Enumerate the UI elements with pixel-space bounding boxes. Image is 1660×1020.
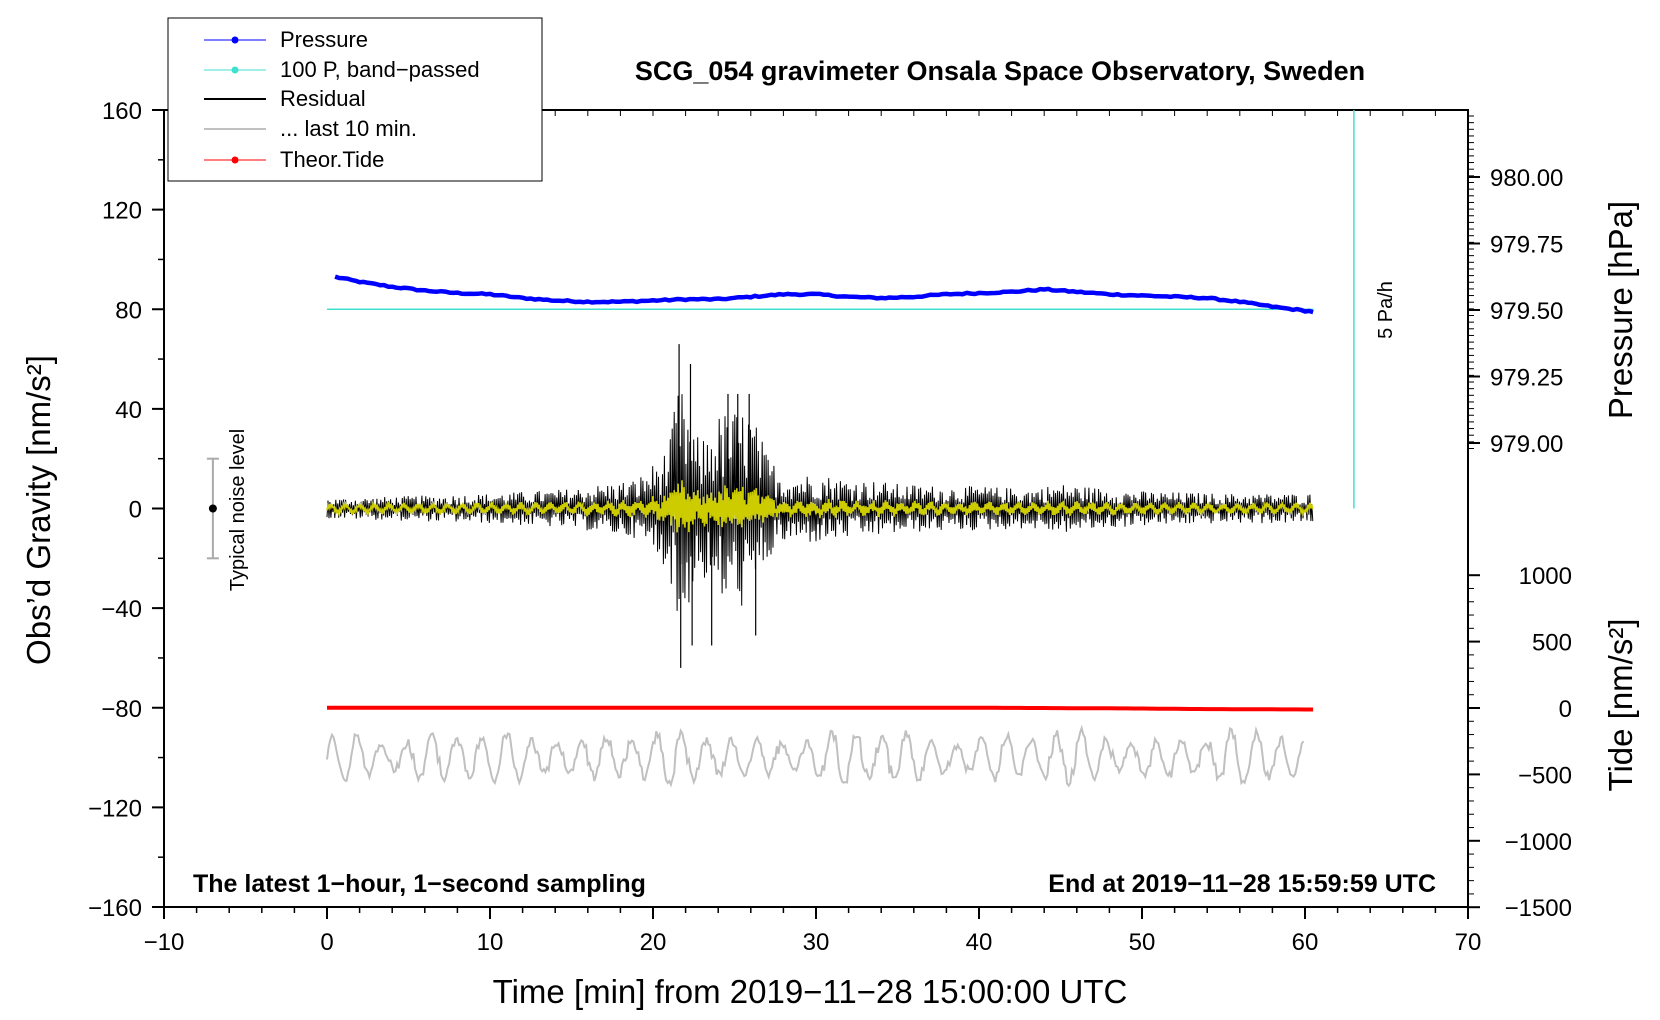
series-residual-filtered [326, 480, 1314, 533]
chart-title: SCG_054 gravimeter Onsala Space Observat… [635, 56, 1365, 86]
y-tick-label: 80 [115, 297, 142, 324]
legend-residual: Residual [280, 86, 366, 111]
rate-label: 5 Pa/h [1375, 281, 1397, 339]
y-tick-label: 160 [102, 98, 142, 125]
noise-level-point [208, 504, 217, 513]
noise-level-label: Typical noise level [227, 429, 249, 591]
y-axis-label-pressure: Pressure [hPa] [1602, 201, 1639, 419]
sampling-annotation: The latest 1−hour, 1−second sampling [193, 870, 646, 898]
tide-tick-label: 1000 [1519, 563, 1572, 590]
x-tick-label: 20 [640, 929, 667, 956]
series-last-10-min [326, 724, 1305, 788]
pressure-tick-label: 979.50 [1490, 298, 1563, 325]
y-tick-label: −120 [88, 795, 142, 822]
x-tick-label: 70 [1455, 929, 1482, 956]
tide-tick-label: −1000 [1505, 829, 1572, 856]
legend-marker-pressure [231, 36, 239, 44]
y-tick-label: 120 [102, 198, 142, 225]
x-tick-label: 30 [803, 929, 830, 956]
pressure-tick-label: 979.75 [1490, 232, 1563, 259]
x-tick-label: 40 [966, 929, 993, 956]
series-pressure [334, 274, 1314, 315]
y-axis-label-left: Obs’d Gravity [nm/s²] [20, 355, 57, 665]
tide-tick-label: 0 [1559, 696, 1572, 723]
tide-tick-label: −1500 [1505, 895, 1572, 922]
legend-pressure: Pressure [280, 27, 368, 52]
series-theor-tide [327, 705, 1314, 712]
legend-box [167, 17, 543, 182]
x-tick-label: −10 [144, 929, 185, 956]
x-tick-label: 10 [477, 929, 504, 956]
y-tick-label: −160 [88, 895, 142, 922]
x-axis-label: Time [min] from 2019−11−28 15:00:00 UTC [493, 973, 1128, 1010]
x-tick-label: 50 [1129, 929, 1156, 956]
tide-tick-label: 500 [1532, 630, 1572, 657]
pressure-tick-label: 980.00 [1490, 165, 1563, 192]
y-tick-label: 40 [115, 397, 142, 424]
x-tick-label: 0 [320, 929, 333, 956]
y-tick-label: 0 [129, 497, 142, 524]
y-axis-label-tide: Tide [nm/s²] [1602, 619, 1639, 792]
legend-marker-band-passed [231, 66, 239, 74]
pressure-tick-label: 979.25 [1490, 365, 1563, 392]
y-tick-label: −40 [101, 596, 142, 623]
legend-marker-tide [231, 156, 239, 164]
legend-tide: Theor.Tide [280, 147, 384, 172]
x-tick-label: 60 [1292, 929, 1319, 956]
series-residual [326, 394, 1314, 611]
legend-band-passed: 100 P, band−passed [280, 57, 480, 82]
tide-tick-label: −500 [1518, 762, 1572, 789]
legend: Pressure 100 P, band−passed Residual ...… [167, 17, 543, 182]
y-tick-label: −80 [101, 696, 142, 723]
end-time-annotation: End at 2019−11−28 15:59:59 UTC [1048, 870, 1436, 898]
pressure-tick-label: 979.00 [1490, 431, 1563, 458]
legend-last10: ... last 10 min. [280, 116, 417, 141]
